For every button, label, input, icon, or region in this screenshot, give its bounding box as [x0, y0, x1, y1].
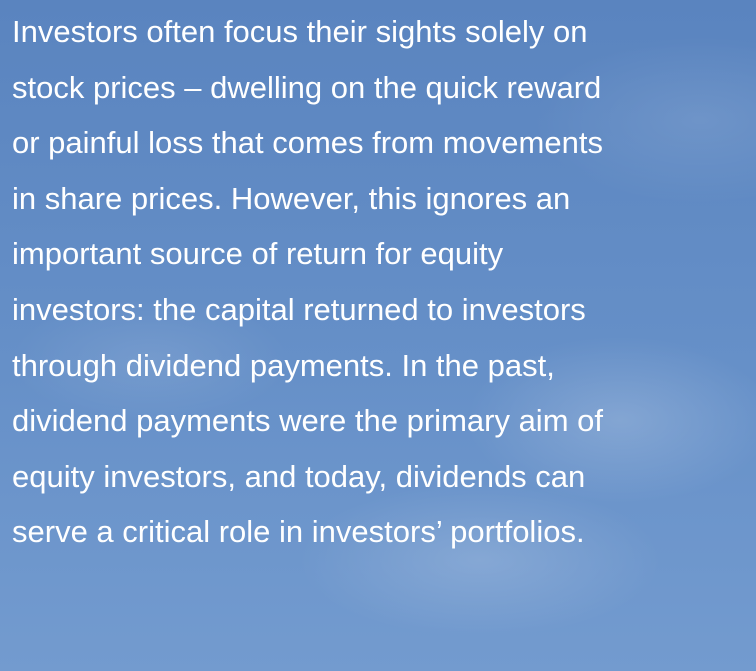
text-line: investors: the capital returned to inves…: [12, 291, 586, 327]
text-line: important source of return for equity: [12, 236, 504, 272]
text-line: or painful loss that comes from movement…: [12, 125, 603, 161]
text-line: dividend payments were the primary aim o…: [12, 403, 603, 439]
text-line: serve a critical role in investors’ port…: [12, 514, 585, 550]
text-line: Investors often focus their sights solel…: [12, 14, 588, 49]
text-line: through dividend payments. In the past,: [12, 347, 555, 383]
text-line: in share prices. However, this ignores a…: [12, 180, 571, 216]
text-line: equity investors, and today, dividends c…: [12, 458, 586, 494]
text-line: stock prices – dwelling on the quick rew…: [12, 69, 602, 105]
